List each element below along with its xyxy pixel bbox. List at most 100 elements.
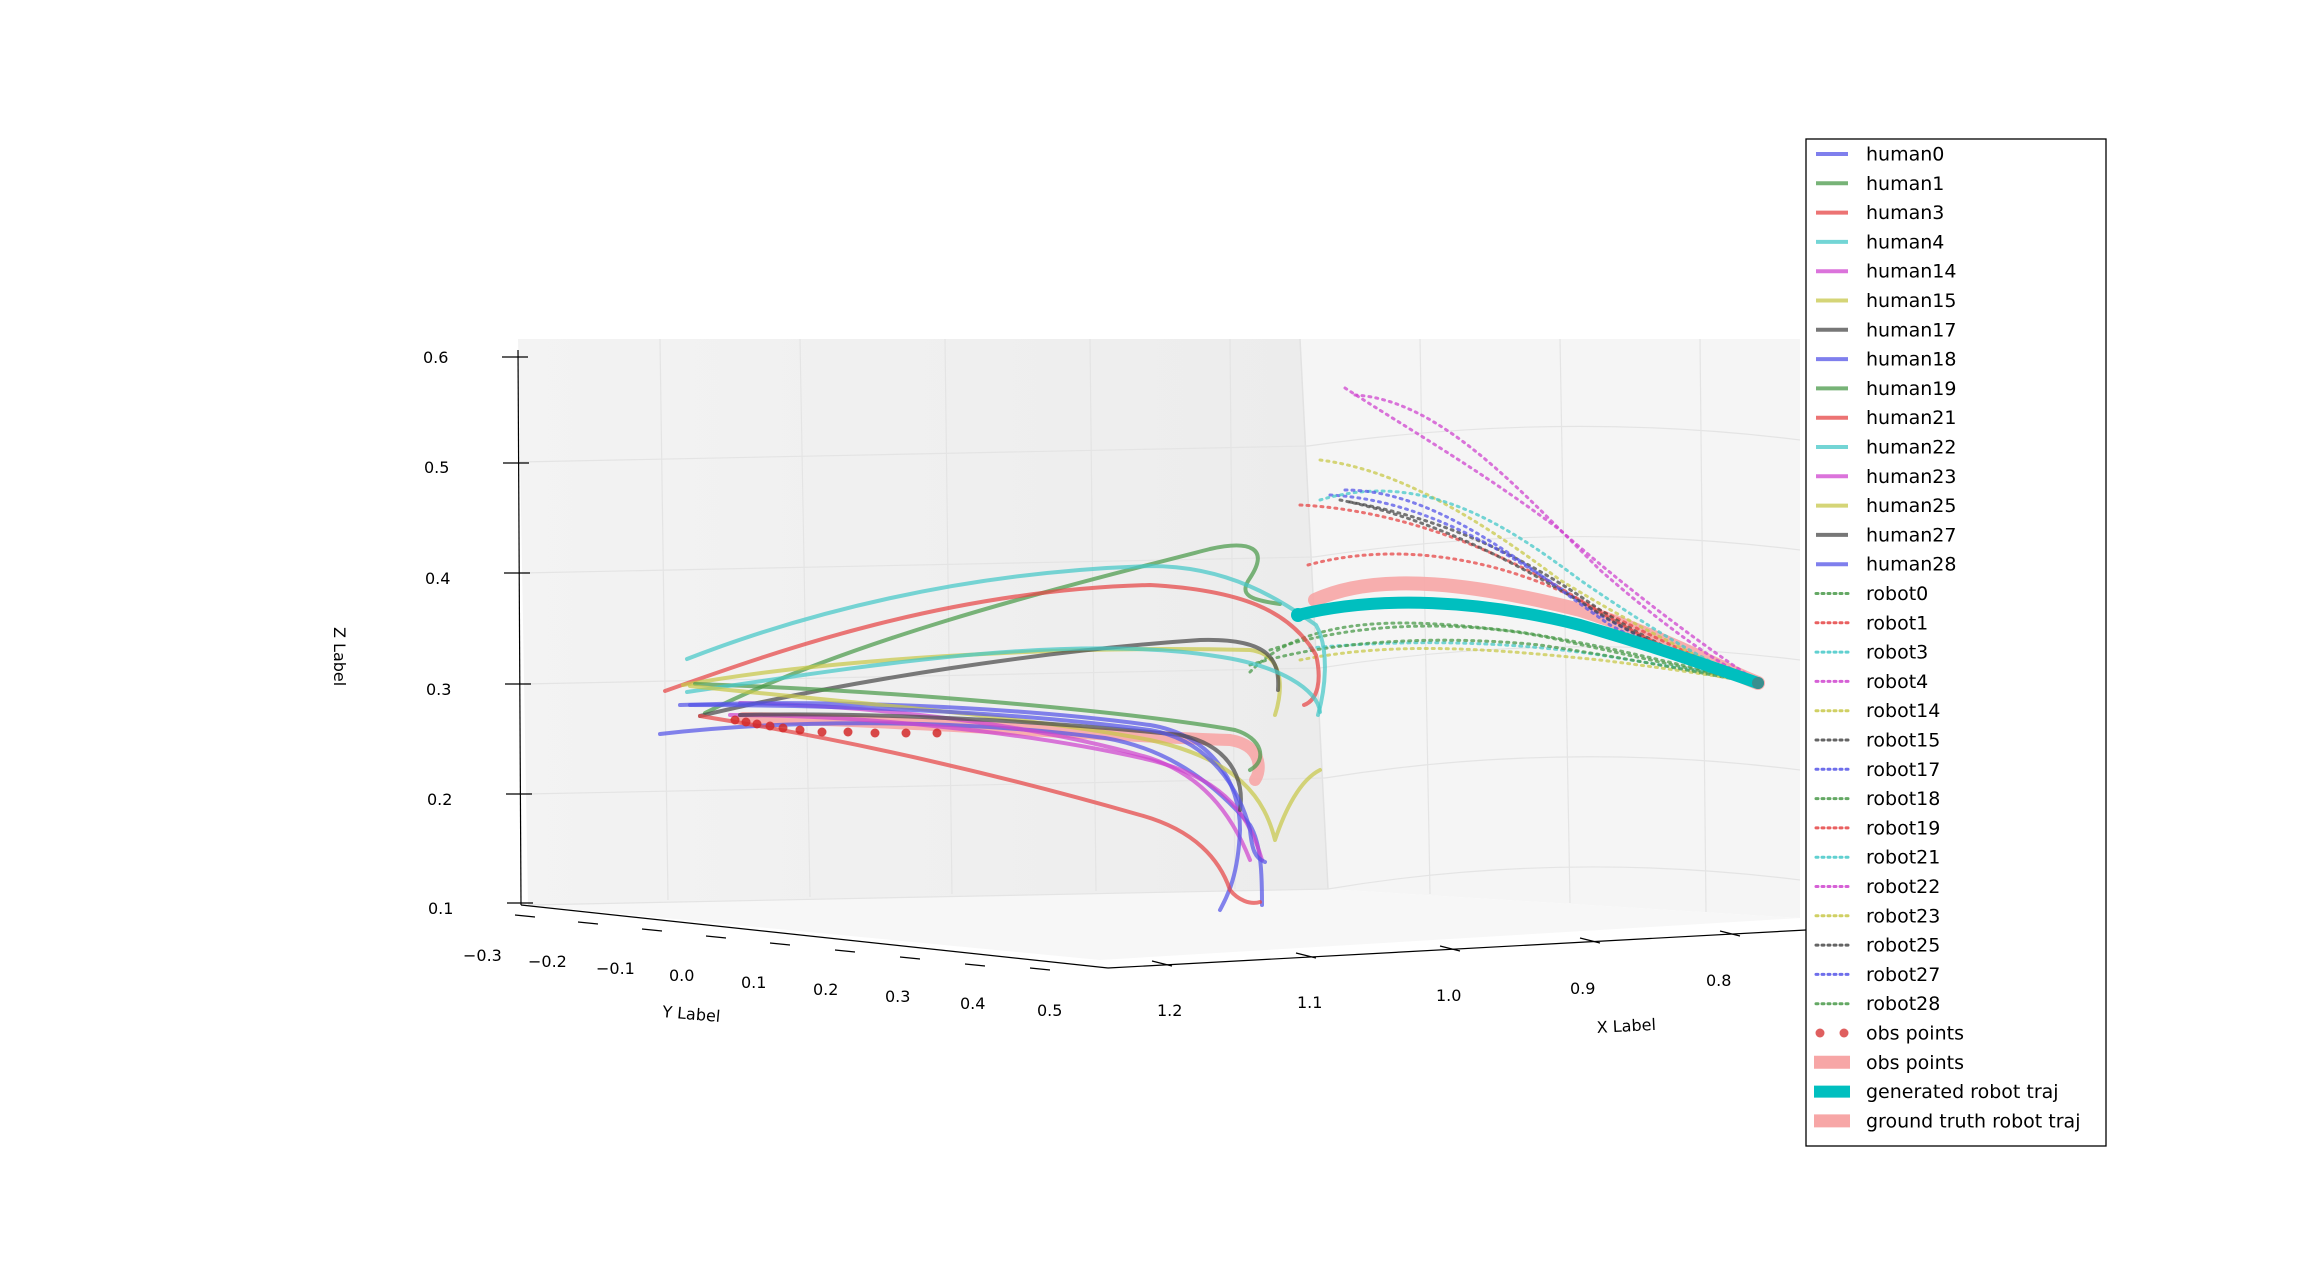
y-tick-label-7: 0.4 [960,994,985,1013]
z-tick-label-0: 0.6 [423,348,448,367]
legend-label: robot17 [1866,759,1940,781]
legend-label: human3 [1866,202,1944,224]
legend-label: robot22 [1866,876,1940,898]
legend-item-robot22-25: robot22 [1814,876,1940,898]
legend-label: robot19 [1866,817,1940,839]
obs-point-10 [932,728,942,738]
legend-item-human15-5: human15 [1816,290,1956,312]
z-axis-line [517,349,522,906]
y-ticks [514,914,1051,971]
axis-panes [518,338,1800,960]
z-tick-label-4: 0.2 [427,790,452,809]
x-axis-label: X Label [1596,1015,1656,1037]
robot22-line [1353,393,1760,685]
legend-item-human0-0: human0 [1816,144,1944,166]
robot-goal-point [1752,677,1764,689]
x-tick-label-1: 1.1 [1297,993,1322,1012]
z-tick-label-1: 0.5 [424,458,449,477]
legend-item-robot3-17: robot3 [1814,642,1928,664]
z-axis-label: Z Label [330,627,349,686]
legend-label: robot28 [1866,993,1940,1015]
floor-pane [528,889,1800,960]
legend-label: robot1 [1866,612,1928,634]
legend-item-robot25-27: robot25 [1814,935,1940,957]
generated-robot-traj-line [1292,596,1764,689]
legend-item-robot18-22: robot18 [1814,788,1940,810]
legend-label: human23 [1866,466,1956,488]
robot21-line [1318,489,1760,685]
legend-swatch-dot [1815,1028,1825,1038]
legend-swatch-dot [1839,1028,1849,1038]
legend-label: human18 [1866,349,1956,371]
legend-label: human15 [1866,290,1956,312]
legend-item-robot0-15: robot0 [1814,583,1928,605]
legend-label: robot21 [1866,847,1940,869]
human23-line [728,713,1264,862]
human4-line [685,564,1327,717]
legend-label: robot27 [1866,964,1940,986]
legend-label: human14 [1866,261,1956,283]
y-tick-label-2: −0.1 [596,959,635,978]
human1-line [703,543,1282,715]
z-tick-labels: 0.6 0.5 0.4 0.3 0.2 0.1 [423,348,453,918]
human3-line [663,583,1321,707]
legend-item-human27-13: human27 [1816,524,1956,546]
obs-point-8 [870,728,880,738]
human25-line [688,684,1322,842]
legend-item-robot23-26: robot23 [1814,905,1940,927]
robot17-line [1328,493,1760,685]
y-tick-label-1: −0.2 [528,952,567,971]
legend-item-human18-7: human18 [1816,349,1956,371]
legend-item-human19-8: human19 [1816,378,1956,400]
legend-label: robot4 [1866,671,1928,693]
obs-point-5 [795,725,805,735]
x-tick-label-3: 0.9 [1570,979,1595,998]
legend-label: obs points [1866,1023,1964,1045]
legend-item-ground-truth-robot-traj-33: ground truth robot traj [1814,1110,2080,1132]
obs-point-9 [901,728,911,738]
legend-item-robot1-16: robot1 [1814,612,1928,634]
obs-point-0 [730,715,740,725]
legend-item-obs-points-30: obs points [1815,1023,1964,1045]
legend-item-human21-9: human21 [1816,407,1956,429]
legend-label: human4 [1866,231,1944,253]
legend-label: human1 [1866,173,1944,195]
legend-label: ground truth robot traj [1866,1110,2080,1132]
z-tick-label-5: 0.1 [428,899,453,918]
legend-label: human22 [1866,437,1956,459]
human27-line [738,712,1243,812]
human-trajectories-layer [658,543,1327,912]
obs-point-6 [817,727,827,737]
z-ticks [502,356,533,904]
legend-item-robot21-24: robot21 [1814,847,1940,869]
legend-item-obs-points-31: obs points [1814,1052,1964,1074]
legend-label: robot14 [1866,700,1940,722]
x-ticks [1151,930,1741,967]
legend-item-human1-1: human1 [1816,173,1944,195]
human18-line [678,701,1242,912]
legend-label: human27 [1866,524,1956,546]
y-tick-label-3: 0.0 [669,966,694,985]
x-tick-label-0: 1.2 [1157,1001,1182,1020]
legend-item-human17-6: human17 [1816,319,1956,341]
legend-label: robot0 [1866,583,1928,605]
human22-line [685,646,1322,714]
human21-line [698,714,1262,905]
human19-line [693,682,1263,772]
legend-item-robot14-19: robot14 [1814,700,1940,722]
legend-item-human3-2: human3 [1816,202,1944,224]
legend-item-human14-4: human14 [1816,261,1956,283]
x-tick-label-4: 0.8 [1706,971,1731,990]
y-tick-label-4: 0.1 [741,973,766,992]
legend-item-robot28-29: robot28 [1814,993,1940,1015]
legend-item-human28-14: human28 [1816,554,1956,576]
y-tick-label-5: 0.2 [813,980,838,999]
legend-label: obs points [1866,1052,1964,1074]
generated-robot-traj-start [1291,608,1305,622]
obs-points-layer [730,715,942,738]
legend-item-robot15-20: robot15 [1814,730,1940,752]
robot18-line [1268,624,1757,685]
robot19-line [1298,503,1760,685]
axis-lines [502,349,1807,971]
human28-line [688,703,1267,864]
